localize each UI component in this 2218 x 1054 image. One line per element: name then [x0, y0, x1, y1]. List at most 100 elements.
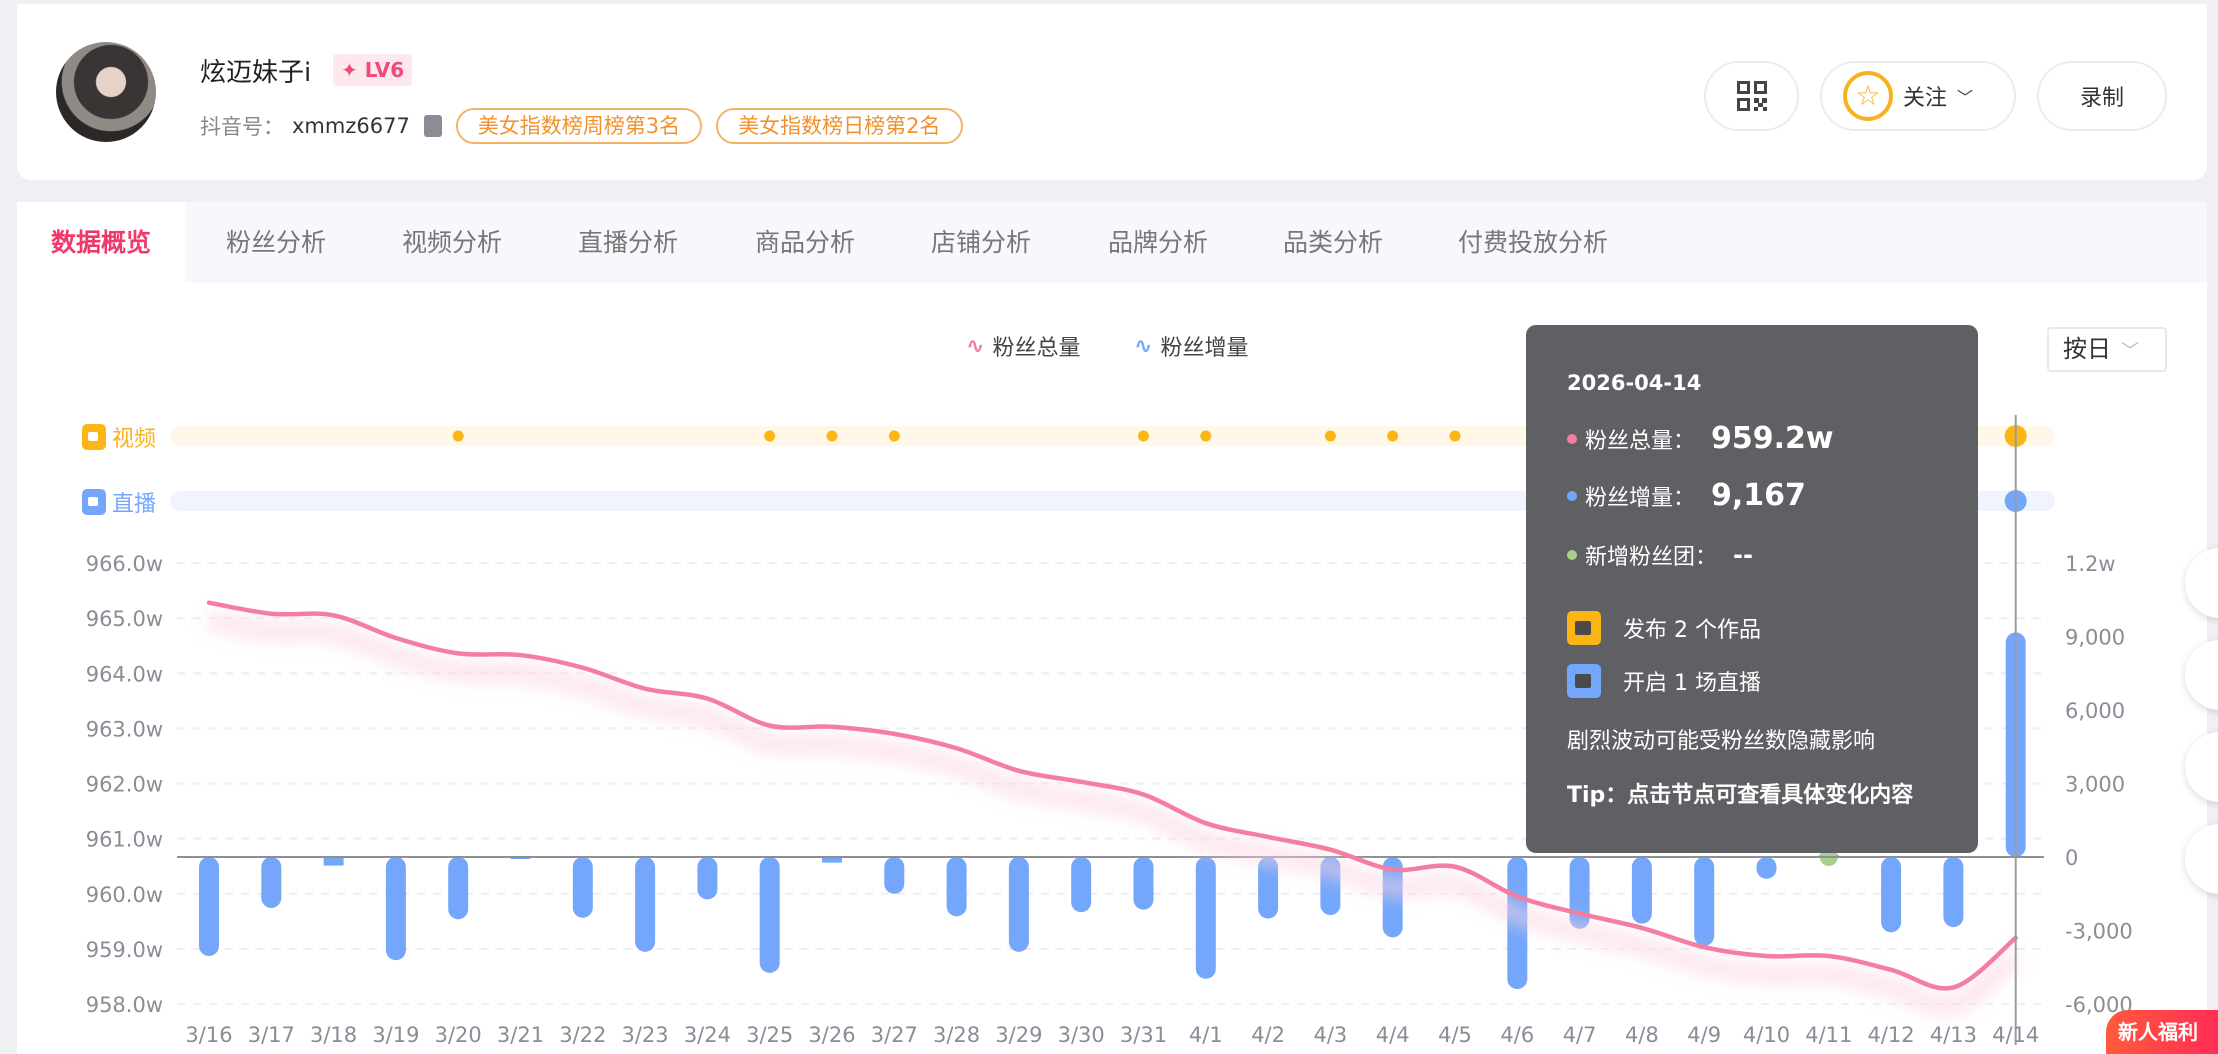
tooltip-date: 2026-04-14 [1567, 371, 1702, 395]
chevron-down-icon: ﹀ [2121, 341, 2139, 362]
tooltip-note: 剧烈波动可能受粉丝数隐藏影响 [1567, 729, 1876, 754]
chart-tooltip: 2026-04-14 粉丝总量： 959.2w 粉丝增量： 9,167 新增粉丝团：… [1526, 325, 1978, 853]
video-event-dot [764, 430, 776, 442]
tooltip-club-label: 新增粉丝团： [1585, 545, 1718, 570]
total-fans-line [206, 600, 2018, 991]
x-axis-tick: 4/6 [1500, 1023, 1534, 1047]
rank-badge-daily[interactable]: 美女指数榜日榜第2名 [716, 108, 963, 144]
tv-icon [82, 489, 106, 515]
increment-bar [1258, 857, 1279, 919]
left-axis-tick: 960.0w [86, 883, 163, 907]
x-axis-tick: 3/21 [497, 1023, 544, 1047]
increment-bar [261, 857, 282, 908]
x-axis-tick: 3/31 [1120, 1023, 1167, 1047]
legend-item-total[interactable]: ∿ 粉丝总量 [966, 330, 1080, 362]
tooltip-inc-label: 粉丝增量： [1585, 485, 1696, 511]
x-axis-tick: 3/26 [808, 1023, 855, 1047]
x-axis-tick: 4/5 [1438, 1023, 1472, 1047]
video-event-dot [1449, 430, 1461, 442]
rank-badge-weekly[interactable]: 美女指数榜周榜第3名 [455, 108, 703, 144]
x-axis-tick: 3/25 [746, 1023, 793, 1047]
tooltip-video-text: 发布 2 个作品 [1623, 618, 1761, 643]
follow-button[interactable]: ☆ 关注 ﹀ [1820, 61, 2016, 131]
increment-bar [759, 857, 780, 973]
follow-label: 关注 [1902, 86, 1947, 111]
tab-overview[interactable]: 数据概览 [17, 202, 186, 283]
tab-live[interactable]: 直播分析 [578, 228, 679, 257]
x-axis-tick: 3/29 [995, 1023, 1042, 1047]
left-axis-tick: 959.0w [86, 938, 163, 962]
video-event-dot [1387, 430, 1399, 442]
level-text: LV6 [364, 58, 405, 82]
video-camera-icon [1567, 611, 1601, 645]
tooltip-live-text: 开启 1 场直播 [1623, 671, 1761, 696]
increment-bar [385, 857, 406, 961]
x-axis-tick: 4/8 [1625, 1023, 1659, 1047]
tooltip-total-label: 粉丝总量： [1585, 428, 1696, 454]
x-axis-tick: 4/7 [1563, 1023, 1597, 1047]
record-button[interactable]: 录制 [2037, 61, 2167, 131]
x-axis-tick: 3/27 [871, 1023, 918, 1047]
increment-bar [884, 857, 905, 894]
video-event-dot [888, 430, 900, 442]
video-event-dot [826, 430, 838, 442]
left-axis-tick: 958.0w [86, 993, 163, 1017]
x-axis-tick: 3/16 [185, 1023, 232, 1047]
legend-item-increment[interactable]: ∿ 粉丝增量 [1134, 330, 1248, 362]
tab-paid-ads[interactable]: 付费投放分析 [1458, 228, 1609, 257]
left-axis-tick: 965.0w [86, 607, 163, 631]
tab-category[interactable]: 品类分析 [1283, 228, 1384, 257]
right-axis-tick: 6,000 [2065, 699, 2125, 723]
tooltip-club-value: -- [1733, 541, 1753, 569]
star-icon: ☆ [1842, 71, 1893, 121]
qr-code-icon [1736, 81, 1767, 111]
right-axis-tick: 3,000 [2065, 773, 2125, 797]
video-camera-icon [82, 424, 106, 450]
tv-icon [1567, 664, 1601, 698]
tab-bar: 数据概览 粉丝分析 视频分析 直播分析 商品分析 店铺分析 品牌分析 品类分析 … [17, 202, 2207, 283]
profile-card: 炫迈妹子i ✦ LV6 抖音号： xmmz6677 美女指数榜周榜第3名 美女指… [17, 4, 2207, 180]
increment-bar [697, 857, 718, 900]
x-axis-tick: 3/17 [248, 1023, 295, 1047]
id-label: 抖音号： [200, 115, 284, 139]
increment-bar [822, 857, 842, 863]
left-axis-tick: 966.0w [86, 552, 163, 576]
qr-code-button[interactable] [1704, 61, 1799, 131]
right-axis-tick: 1.2w [2065, 552, 2116, 576]
increment-bar [1943, 857, 1964, 928]
increment-bar [1756, 857, 1777, 879]
tab-shop[interactable]: 店铺分析 [931, 228, 1032, 257]
tab-video[interactable]: 视频分析 [402, 228, 503, 257]
tab-fans[interactable]: 粉丝分析 [226, 228, 327, 257]
video-label: 视频 [112, 427, 157, 452]
pink-dot-icon [1567, 433, 1577, 444]
increment-bar [199, 857, 219, 956]
copy-icon[interactable] [423, 115, 442, 137]
x-axis-tick: 4/11 [1805, 1023, 1852, 1047]
right-axis-tick: 9,000 [2065, 626, 2125, 650]
avatar[interactable] [56, 42, 156, 142]
wave-icon: ∿ [966, 333, 985, 359]
level-badge: ✦ LV6 [333, 54, 413, 86]
increment-bar [1133, 857, 1154, 910]
new-user-welfare-badge[interactable]: 新人福利 [2106, 1010, 2218, 1054]
increment-bar [323, 857, 344, 866]
tab-products[interactable]: 商品分析 [755, 228, 856, 257]
x-axis-tick: 3/30 [1058, 1023, 1105, 1047]
increment-bar [1507, 857, 1528, 990]
live-row-label: 直播 [82, 486, 156, 518]
x-axis-tick: 3/23 [622, 1023, 669, 1047]
left-axis-tick: 963.0w [86, 717, 163, 741]
video-event-dot [1138, 430, 1149, 442]
x-axis-tick: 4/12 [1868, 1023, 1915, 1047]
line-shadow [207, 613, 2021, 1014]
id-value: xmmz6677 [292, 114, 410, 138]
x-axis-tick: 4/1 [1189, 1023, 1223, 1047]
tab-brand[interactable]: 品牌分析 [1108, 228, 1209, 257]
video-event-dot [1200, 430, 1212, 442]
left-axis-tick: 964.0w [86, 662, 163, 686]
x-axis-tick: 4/14 [1992, 1023, 2039, 1047]
live-label: 直播 [112, 492, 157, 517]
granularity-select[interactable]: 按日 ﹀ [2047, 327, 2167, 372]
x-axis-tick: 4/3 [1314, 1023, 1348, 1047]
